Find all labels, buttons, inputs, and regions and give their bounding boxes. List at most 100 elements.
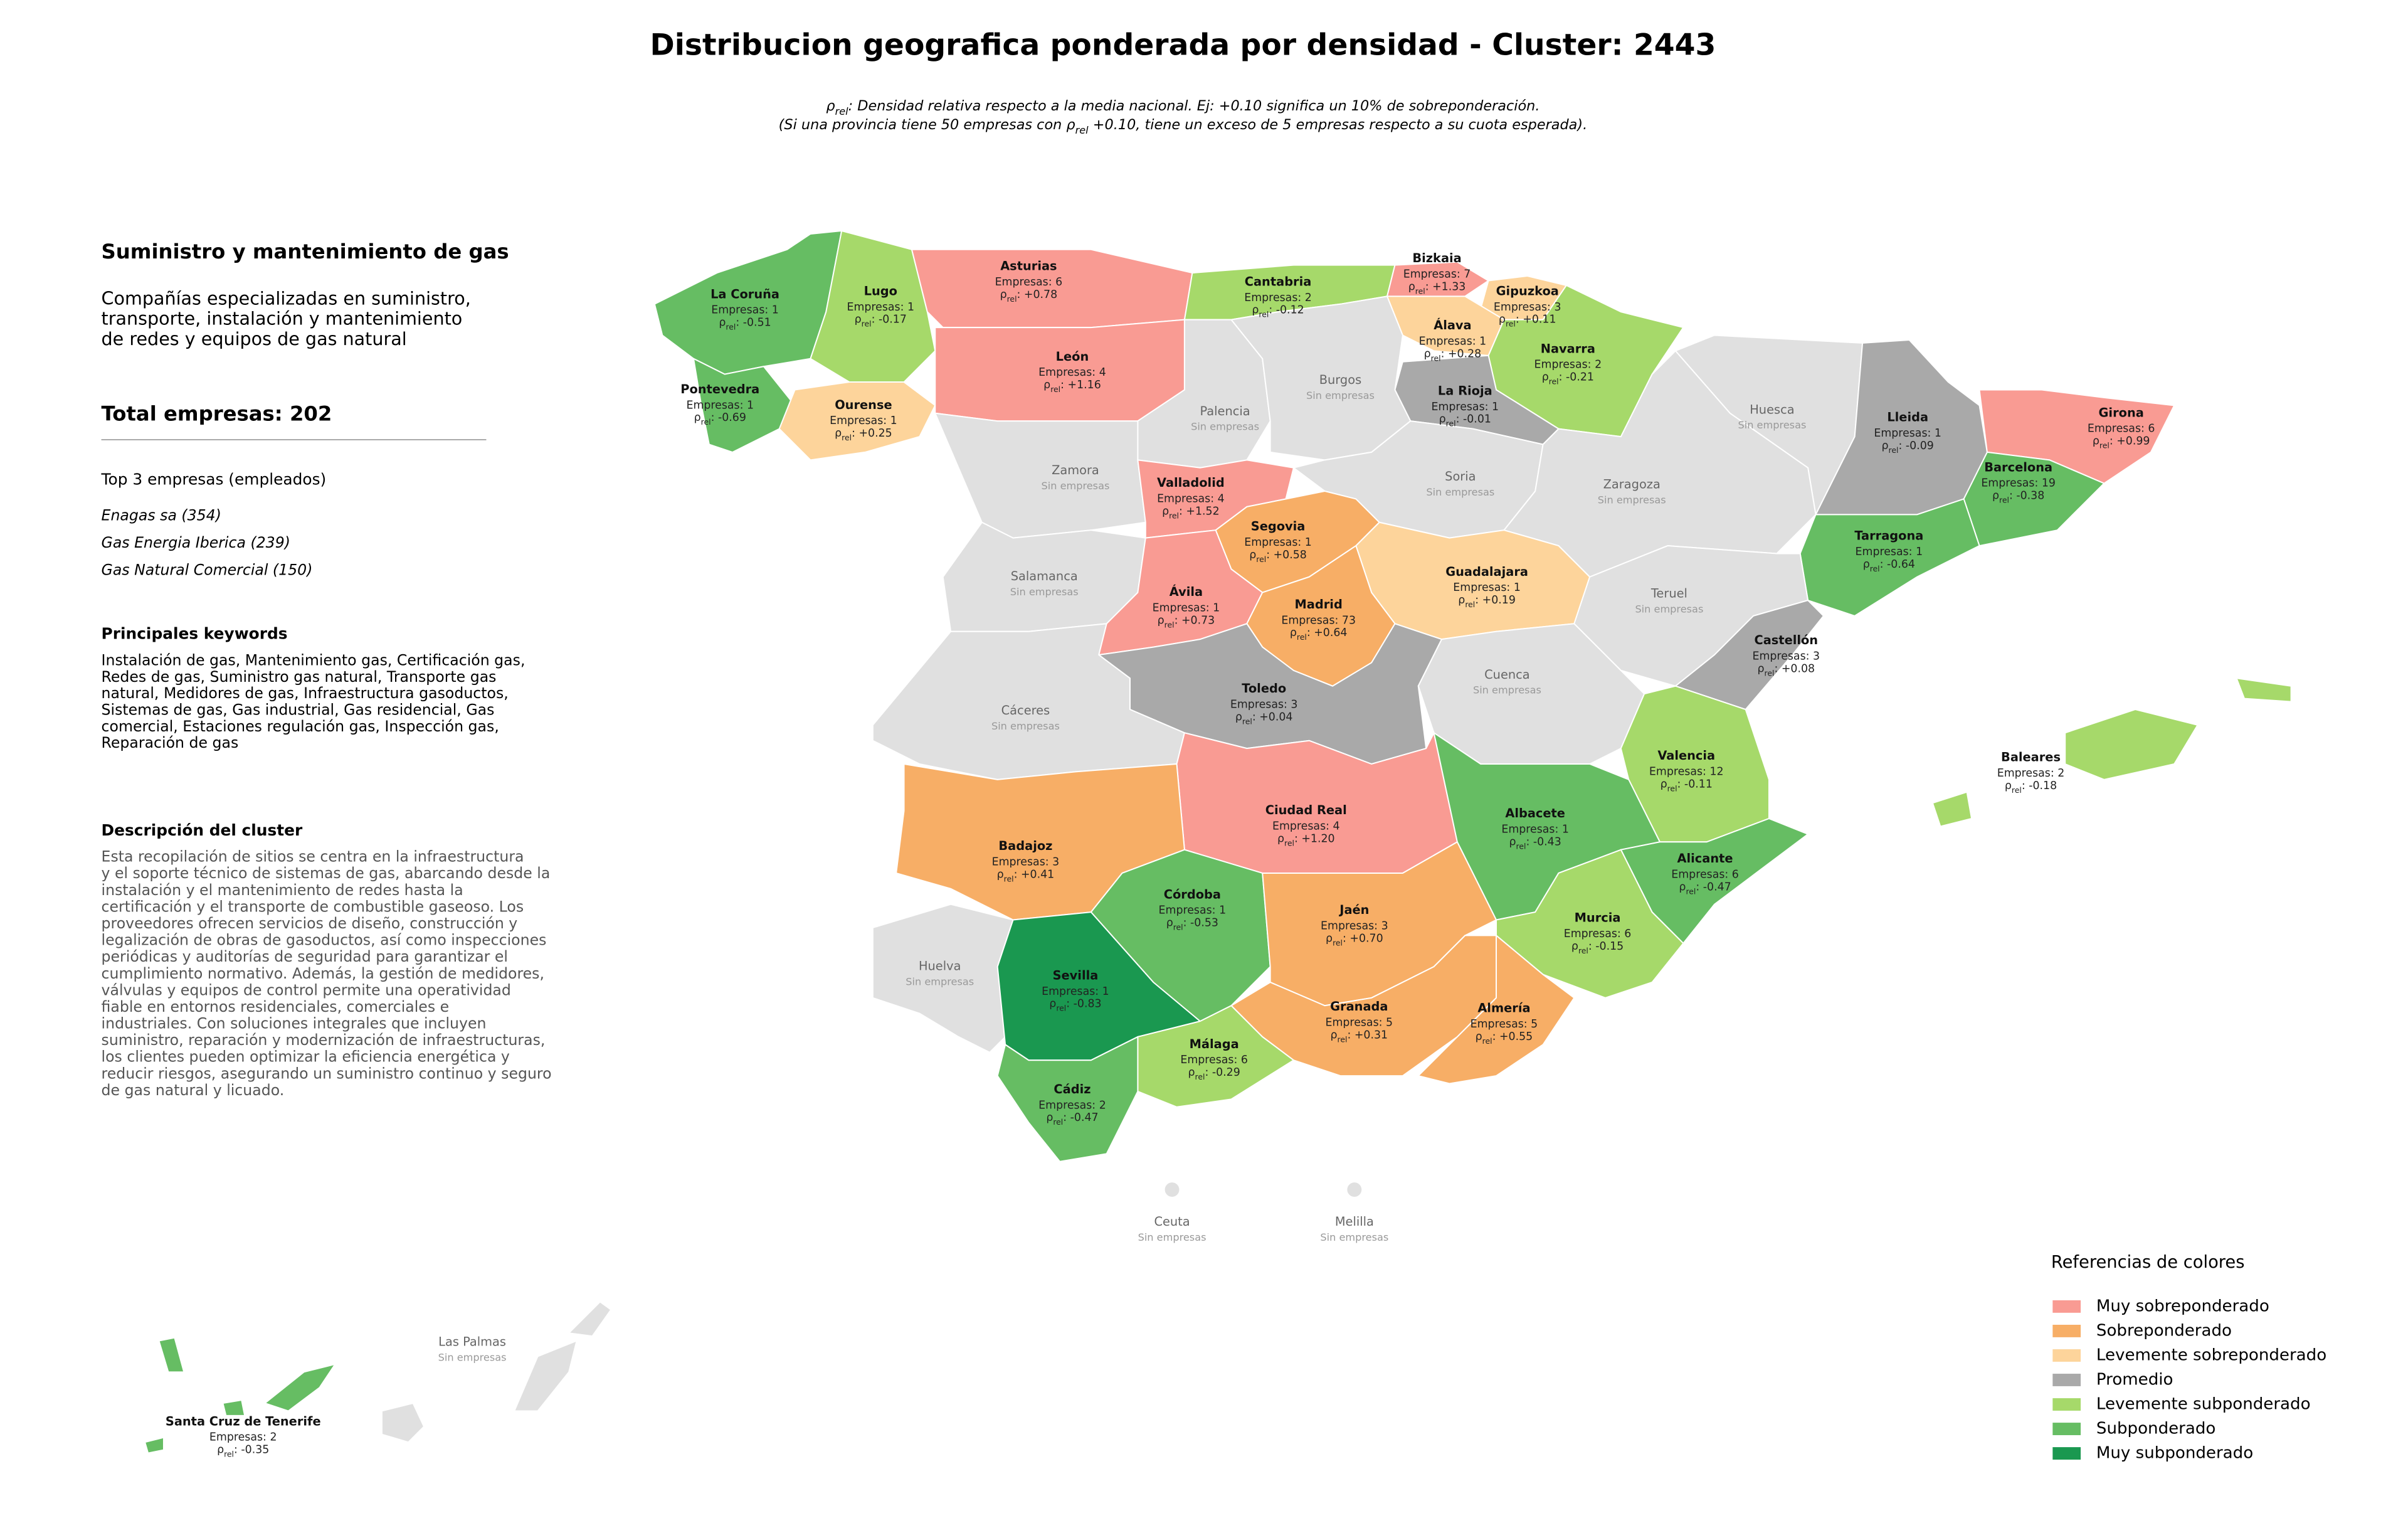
province-name: Cantabria [1245, 275, 1312, 289]
rho-value: -0.64 [1887, 558, 1915, 571]
rho-value: +0.41 [1021, 868, 1054, 881]
rho-value: -0.53 [1190, 917, 1218, 930]
province-name: Cádiz [1054, 1082, 1090, 1096]
companies-label: Empresas: [1494, 301, 1551, 314]
total-label: Total empresas: [102, 401, 283, 425]
keywords-heading: Principales keywords [102, 625, 288, 643]
rho-symbol: ρ [1046, 1112, 1053, 1124]
rho-value: -0.38 [2016, 490, 2044, 502]
province-shape [778, 381, 936, 461]
rho-subscript: rel [1415, 286, 1425, 295]
province-shape [1163, 1181, 1181, 1198]
province-shape [872, 903, 1014, 1054]
total: Total empresas: 202 [102, 401, 332, 425]
province-name: Baleares [2001, 750, 2061, 765]
rho-symbol: ρ [1476, 1031, 1482, 1043]
legend-swatch [2052, 1423, 2081, 1435]
province-name: Álava [1434, 318, 1471, 332]
no-companies: Sin empresas [1598, 494, 1666, 506]
rho-suffix: : [2009, 490, 2013, 502]
province-companies: Empresas: 1 [1432, 401, 1499, 413]
no-companies: Sin empresas [1191, 421, 1259, 433]
legend-title: Referencias de colores [2051, 1253, 2245, 1272]
rho-suffix: : [1183, 917, 1187, 930]
companies-label: Empresas: [1649, 765, 1706, 778]
rho-subscript: rel [1765, 668, 1775, 677]
rho-suffix: : [1060, 379, 1064, 391]
province-name: Almería [1477, 1001, 1530, 1016]
top-company: Gas Natural Comercial (150) [102, 561, 313, 578]
legend-label: Levemente sobreponderado [2096, 1345, 2326, 1364]
rho-suffix: : [1425, 280, 1429, 293]
province-companies: Empresas: 6 [2088, 423, 2155, 435]
rho-suffix: : [1205, 1066, 1208, 1079]
province-name: La Rioja [1438, 383, 1492, 398]
companies-value: 1 [1219, 905, 1226, 917]
rho-suffix: : [1066, 998, 1070, 1011]
description-line: proveedores ofrecen servicios de diseño,… [102, 915, 518, 932]
rho-suffix: : [1880, 558, 1884, 571]
province-name: Málaga [1190, 1037, 1239, 1051]
rho-symbol: ρ [1882, 440, 1889, 452]
rho-value: -0.51 [743, 317, 771, 329]
province-rho: ρrel: -0.47 [1679, 881, 1731, 896]
legend-label: Promedio [2096, 1370, 2173, 1389]
province-name: Ávila [1170, 585, 1203, 599]
rho-suffix: : [1252, 711, 1256, 723]
subtitle-part: +0.10, tiene un exceso de 5 empresas res… [1089, 116, 1588, 132]
rho-subscript: rel [1578, 946, 1588, 955]
no-companies: Sin empresas [1010, 586, 1079, 598]
companies-value: 4 [1333, 820, 1340, 832]
rho-value: -0.21 [1566, 371, 1594, 384]
province-rho: ρrel: +1.52 [1162, 505, 1220, 520]
province-companies: Empresas: 3 [1321, 920, 1388, 932]
rho-subscript: rel [1297, 632, 1307, 642]
companies-value: 1 [907, 301, 914, 314]
rho-subscript: rel [1667, 783, 1677, 793]
companies-value: 1 [1492, 401, 1499, 413]
rho-value: -0.83 [1074, 998, 1102, 1011]
description-line: legalización de obras de gasoductos, así… [102, 931, 547, 949]
rho-suffix: : [1898, 440, 1902, 452]
companies-label: Empresas: [1326, 1017, 1383, 1029]
rho-suffix: : [1526, 836, 1529, 848]
rho-symbol: ρ [1679, 881, 1686, 893]
province-name: Palencia [1200, 404, 1250, 418]
rho-symbol: ρ [1049, 998, 1056, 1011]
province-rho: ρrel: +0.28 [1424, 348, 1482, 363]
rho-symbol: ρ [1758, 662, 1765, 675]
companies-label: Empresas: [711, 304, 768, 317]
province-shape [2064, 708, 2199, 780]
no-companies: Sin empresas [1320, 1231, 1388, 1243]
rho-subscript: rel [842, 433, 852, 442]
no-companies: Sin empresas [1738, 419, 1806, 431]
rho-suffix: : [1266, 549, 1270, 561]
rho-subscript: rel [1999, 496, 2009, 505]
province-name: Lleida [1887, 410, 1928, 425]
rho-suffix: : [1179, 505, 1183, 517]
rho-value: +1.20 [1301, 832, 1334, 845]
province-name: Zaragoza [1603, 477, 1661, 492]
province-rho: ρrel: +0.04 [1235, 711, 1293, 726]
province-rho: ρrel: -0.09 [1882, 440, 1934, 455]
legend: Muy sobreponderado Sobreponderado Levement… [2052, 1297, 2326, 1463]
rho-symbol: ρ [1571, 940, 1578, 953]
rho-value: +0.28 [1448, 348, 1481, 360]
province-name: Pontevedra [680, 382, 759, 396]
rho-value: +0.99 [2116, 435, 2150, 448]
province-name: Teruel [1650, 586, 1687, 601]
province-name: Girona [2099, 405, 2144, 420]
rho-value: -0.47 [1703, 881, 1731, 893]
rho-subscript: rel [1050, 385, 1060, 394]
companies-value: 5 [1386, 1017, 1393, 1029]
top-company: Enagas sa (354) [102, 506, 221, 524]
province-name: Granada [1330, 999, 1388, 1014]
companies-value: 6 [1241, 1054, 1248, 1066]
companies-label: Empresas: [1244, 536, 1301, 549]
rho-subscript: rel [2012, 785, 2022, 795]
rho-suffix: : [1017, 289, 1021, 301]
rho-suffix: : [1343, 932, 1346, 945]
province-rho: ρrel: -0.21 [1542, 371, 1594, 386]
province-name: Madrid [1295, 597, 1343, 612]
